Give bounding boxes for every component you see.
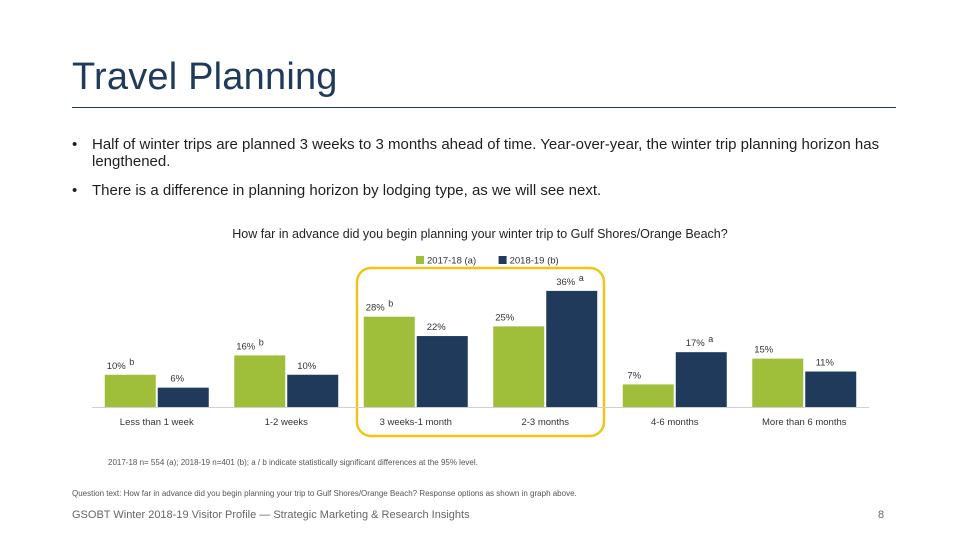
page-number: 8 bbox=[878, 509, 885, 521]
data-label: 36% bbox=[556, 277, 576, 288]
data-label: 25% bbox=[495, 312, 515, 323]
category-label: 4-6 months bbox=[651, 417, 699, 428]
category-label: 1-2 weeks bbox=[265, 417, 309, 428]
bullet-text: There is a difference in planning horizo… bbox=[92, 182, 602, 199]
highlight-box bbox=[355, 266, 606, 438]
title-divider bbox=[72, 107, 896, 108]
bullet-item: • There is a difference in planning hori… bbox=[72, 182, 902, 199]
bar bbox=[622, 384, 674, 407]
bullet-item: • Half of winter trips are planned 3 wee… bbox=[72, 136, 902, 170]
data-label: 17% bbox=[686, 338, 706, 349]
significance-marker: a bbox=[708, 334, 713, 344]
bar bbox=[287, 374, 339, 407]
category-label: Less than 1 week bbox=[120, 417, 194, 428]
bullet-glyph: • bbox=[72, 136, 78, 153]
legend-swatch bbox=[498, 256, 507, 264]
significance-marker: b bbox=[129, 357, 134, 367]
bullet-text: Half of winter trips are planned 3 weeks… bbox=[92, 136, 880, 170]
significance-marker: b bbox=[388, 299, 393, 309]
data-label: 16% bbox=[236, 341, 256, 352]
bar bbox=[493, 326, 545, 407]
data-label: 10% bbox=[297, 361, 317, 372]
legend-label: 2017-18 (a) bbox=[427, 256, 476, 267]
bar bbox=[104, 374, 156, 407]
question-text: Question text: How far in advance did yo… bbox=[72, 489, 577, 498]
legend-label: 2018-19 (b) bbox=[510, 256, 559, 267]
slide-title: Travel Planning bbox=[72, 56, 338, 98]
chart-title: How far in advance did you begin plannin… bbox=[232, 227, 728, 241]
bullet-glyph: • bbox=[72, 182, 78, 199]
data-label: 28% bbox=[366, 303, 386, 314]
chart-footnote: 2017-18 n= 554 (a); 2018-19 n=401 (b); a… bbox=[108, 458, 478, 467]
category-label: 3 weeks-1 month bbox=[380, 417, 452, 428]
bar bbox=[675, 352, 727, 407]
significance-marker: a bbox=[579, 273, 584, 283]
data-label: 10% bbox=[107, 361, 127, 372]
bar bbox=[157, 387, 209, 407]
bar bbox=[363, 316, 415, 407]
data-label: 22% bbox=[427, 322, 447, 333]
category-label: 2-3 months bbox=[521, 417, 569, 428]
bar bbox=[546, 290, 598, 407]
bar bbox=[416, 336, 468, 407]
data-label: 6% bbox=[170, 374, 184, 385]
data-label: 7% bbox=[627, 370, 641, 381]
legend-swatch bbox=[416, 256, 424, 264]
bullet-list: • Half of winter trips are planned 3 wee… bbox=[72, 136, 902, 211]
bar bbox=[234, 355, 286, 407]
bar bbox=[752, 358, 804, 407]
bar bbox=[805, 371, 857, 407]
data-label: 11% bbox=[816, 358, 835, 369]
significance-marker: b bbox=[259, 337, 264, 347]
category-label: More than 6 months bbox=[762, 417, 847, 428]
data-label: 15% bbox=[754, 345, 774, 356]
footer-text: GSOBT Winter 2018-19 Visitor Profile — S… bbox=[72, 509, 470, 521]
